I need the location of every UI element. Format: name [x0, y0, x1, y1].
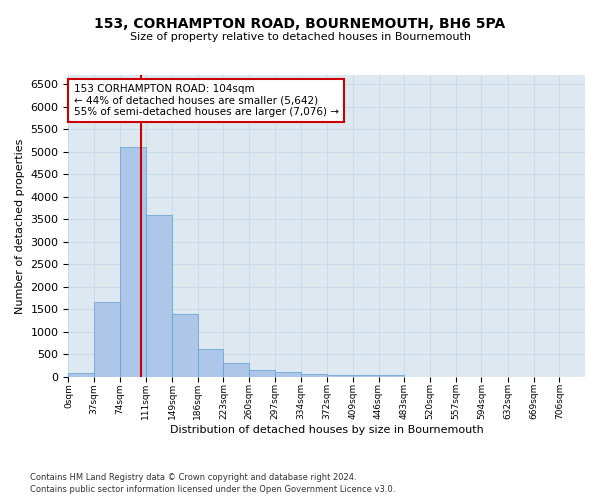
Bar [120, 147, 146, 377]
Text: 153, CORHAMPTON ROAD, BOURNEMOUTH, BH6 5PA: 153, CORHAMPTON ROAD, BOURNEMOUTH, BH6 5… [94, 18, 506, 32]
Bar [94, 302, 120, 377]
Bar [172, 314, 198, 377]
Bar [198, 348, 223, 377]
Y-axis label: Number of detached properties: Number of detached properties [15, 138, 25, 314]
Text: 153 CORHAMPTON ROAD: 104sqm
← 44% of detached houses are smaller (5,642)
55% of : 153 CORHAMPTON ROAD: 104sqm ← 44% of det… [74, 84, 338, 117]
Text: Contains public sector information licensed under the Open Government Licence v3: Contains public sector information licen… [30, 485, 395, 494]
Bar [379, 374, 404, 377]
Bar [353, 374, 379, 377]
Bar [301, 374, 327, 377]
Bar [327, 374, 353, 377]
Text: Size of property relative to detached houses in Bournemouth: Size of property relative to detached ho… [130, 32, 470, 42]
Text: Contains HM Land Registry data © Crown copyright and database right 2024.: Contains HM Land Registry data © Crown c… [30, 472, 356, 482]
Bar [146, 214, 172, 377]
Bar [223, 364, 249, 377]
Bar [68, 374, 94, 377]
Bar [275, 372, 301, 377]
Bar [249, 370, 275, 377]
X-axis label: Distribution of detached houses by size in Bournemouth: Distribution of detached houses by size … [170, 425, 484, 435]
